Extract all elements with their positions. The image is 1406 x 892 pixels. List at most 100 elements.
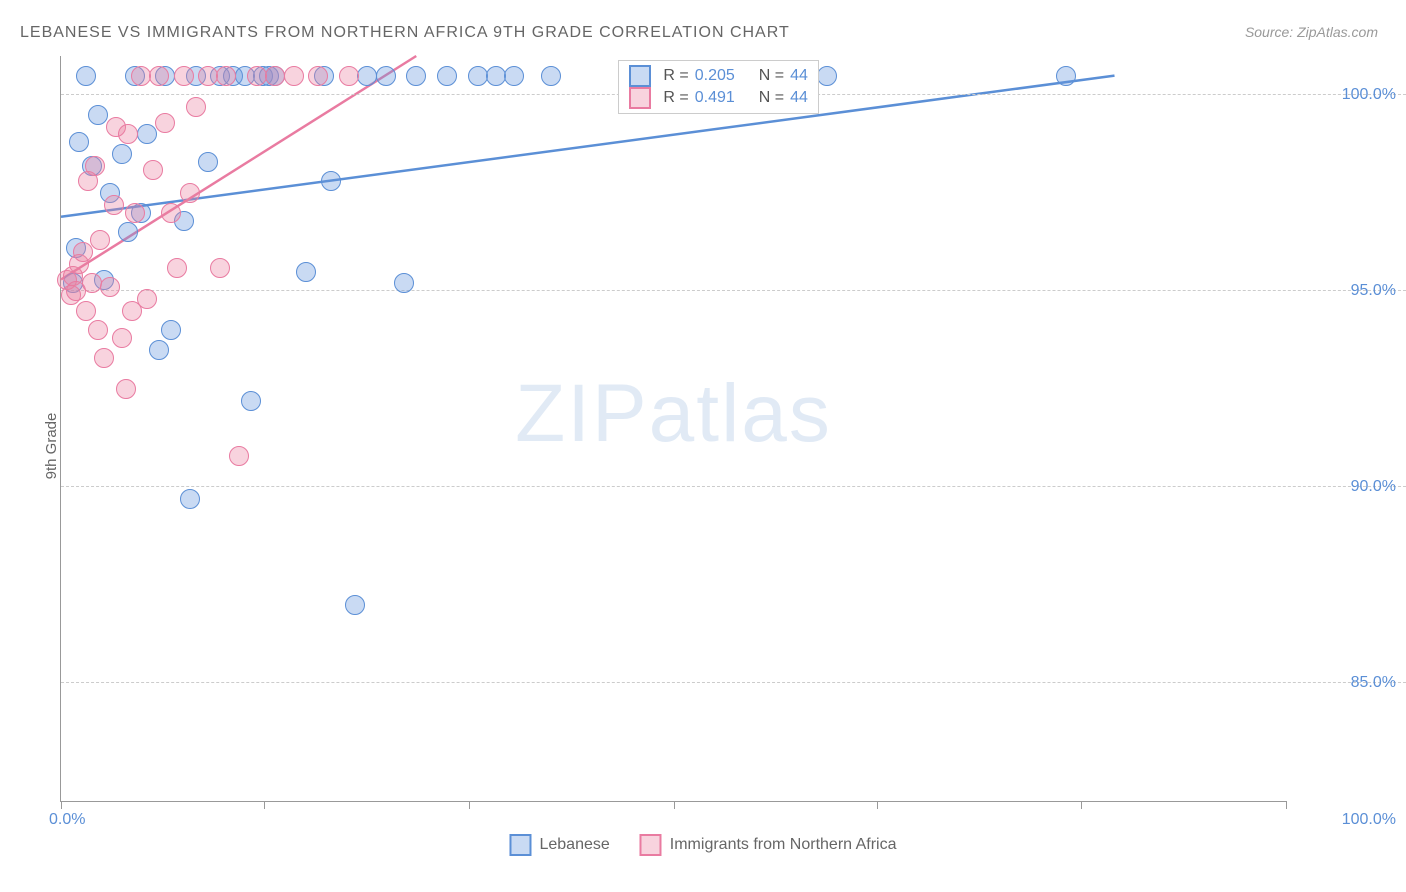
- y-tick-label: 95.0%: [1351, 282, 1396, 300]
- watermark: ZIPatlas: [515, 367, 832, 461]
- scatter-point: [296, 262, 316, 282]
- scatter-point: [376, 66, 396, 86]
- scatter-point: [186, 97, 206, 117]
- scatter-point: [210, 258, 230, 278]
- trend-line: [61, 56, 416, 280]
- source-attribution: Source: ZipAtlas.com: [1245, 24, 1378, 40]
- scatter-point: [137, 289, 157, 309]
- scatter-point: [308, 66, 328, 86]
- plot-area: ZIPatlas 0.0% 100.0% 85.0%90.0%95.0%100.…: [60, 56, 1286, 802]
- scatter-point: [112, 328, 132, 348]
- legend-swatch: [640, 834, 662, 856]
- scatter-point: [82, 273, 102, 293]
- legend-swatch: [629, 65, 651, 87]
- scatter-point: [155, 113, 175, 133]
- x-tick: [674, 801, 675, 809]
- legend-r-label: R =: [663, 67, 688, 85]
- scatter-point: [321, 171, 341, 191]
- x-axis-max-label: 100.0%: [1342, 811, 1396, 829]
- scatter-point: [94, 348, 114, 368]
- gridline-h: [61, 290, 1406, 291]
- scatter-point: [174, 66, 194, 86]
- scatter-point: [149, 66, 169, 86]
- scatter-point: [137, 124, 157, 144]
- gridline-h: [61, 486, 1406, 487]
- scatter-point: [69, 132, 89, 152]
- scatter-point: [198, 152, 218, 172]
- scatter-point: [118, 124, 138, 144]
- scatter-point: [125, 203, 145, 223]
- scatter-point: [88, 320, 108, 340]
- legend-row: R = 0.205 N = 44: [629, 65, 808, 87]
- y-tick-label: 85.0%: [1351, 674, 1396, 692]
- x-tick: [469, 801, 470, 809]
- scatter-point: [149, 340, 169, 360]
- bottom-legend-item: Immigrants from Northern Africa: [640, 834, 897, 856]
- legend-r-value: 0.205: [695, 67, 735, 85]
- scatter-point: [131, 66, 151, 86]
- legend-swatch: [629, 87, 651, 109]
- scatter-point: [90, 230, 110, 250]
- scatter-point: [541, 66, 561, 86]
- scatter-point: [284, 66, 304, 86]
- x-tick: [264, 801, 265, 809]
- scatter-point: [1056, 66, 1076, 86]
- bottom-legend-label: Lebanese: [539, 836, 609, 854]
- bottom-legend-item: Lebanese: [509, 834, 609, 856]
- scatter-point: [265, 66, 285, 86]
- watermark-zip: ZIP: [515, 368, 649, 459]
- scatter-point: [88, 105, 108, 125]
- scatter-point: [345, 595, 365, 615]
- scatter-point: [357, 66, 377, 86]
- x-tick: [61, 801, 62, 809]
- scatter-point: [229, 446, 249, 466]
- legend-r-value: 0.491: [695, 89, 735, 107]
- scatter-point: [161, 203, 181, 223]
- scatter-point: [180, 183, 200, 203]
- scatter-point: [167, 258, 187, 278]
- scatter-point: [247, 66, 267, 86]
- scatter-point: [112, 144, 132, 164]
- scatter-point: [73, 242, 93, 262]
- y-axis-label: 9th Grade: [43, 413, 60, 480]
- legend-n-value: 44: [790, 89, 808, 107]
- scatter-point: [817, 66, 837, 86]
- scatter-point: [118, 222, 138, 242]
- scatter-point: [468, 66, 488, 86]
- scatter-point: [143, 160, 163, 180]
- legend-n-label: N =: [759, 67, 784, 85]
- legend-n-label: N =: [759, 89, 784, 107]
- correlation-legend: R = 0.205 N = 44 R = 0.491 N = 44: [618, 60, 819, 114]
- watermark-atlas: atlas: [649, 368, 832, 459]
- bottom-legend: Lebanese Immigrants from Northern Africa: [509, 834, 896, 856]
- scatter-point: [437, 66, 457, 86]
- legend-r-label: R =: [663, 89, 688, 107]
- y-tick-label: 90.0%: [1351, 478, 1396, 496]
- x-axis-origin-label: 0.0%: [49, 811, 85, 829]
- chart-title: LEBANESE VS IMMIGRANTS FROM NORTHERN AFR…: [20, 24, 790, 42]
- legend-row: R = 0.491 N = 44: [629, 87, 808, 109]
- scatter-point: [339, 66, 359, 86]
- scatter-point: [76, 301, 96, 321]
- scatter-point: [116, 379, 136, 399]
- gridline-h: [61, 682, 1406, 683]
- scatter-point: [394, 273, 414, 293]
- legend-n-value: 44: [790, 67, 808, 85]
- scatter-point: [198, 66, 218, 86]
- bottom-legend-label: Immigrants from Northern Africa: [670, 836, 897, 854]
- scatter-point: [100, 277, 120, 297]
- scatter-point: [406, 66, 426, 86]
- legend-swatch: [509, 834, 531, 856]
- x-tick: [1081, 801, 1082, 809]
- trend-line: [61, 76, 1115, 217]
- scatter-point: [104, 195, 124, 215]
- scatter-point: [76, 66, 96, 86]
- scatter-point: [241, 391, 261, 411]
- y-tick-label: 100.0%: [1342, 86, 1396, 104]
- x-tick: [877, 801, 878, 809]
- scatter-point: [504, 66, 524, 86]
- trendlines-svg: [61, 56, 1286, 801]
- scatter-point: [180, 489, 200, 509]
- x-tick: [1286, 801, 1287, 809]
- scatter-point: [216, 66, 236, 86]
